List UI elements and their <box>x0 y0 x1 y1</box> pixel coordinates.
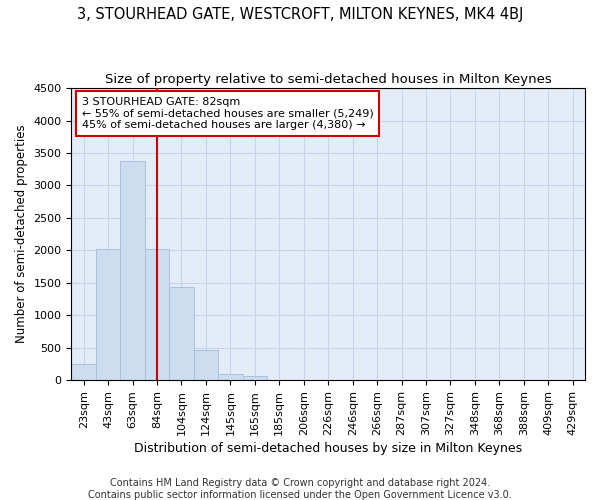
Bar <box>96 249 121 380</box>
Bar <box>169 286 194 380</box>
Bar <box>121 161 145 380</box>
Title: Size of property relative to semi-detached houses in Milton Keynes: Size of property relative to semi-detach… <box>105 72 551 86</box>
Text: Contains HM Land Registry data © Crown copyright and database right 2024.
Contai: Contains HM Land Registry data © Crown c… <box>88 478 512 500</box>
Bar <box>242 376 267 380</box>
Bar <box>218 374 242 380</box>
Text: 3, STOURHEAD GATE, WESTCROFT, MILTON KEYNES, MK4 4BJ: 3, STOURHEAD GATE, WESTCROFT, MILTON KEY… <box>77 8 523 22</box>
Y-axis label: Number of semi-detached properties: Number of semi-detached properties <box>15 125 28 344</box>
X-axis label: Distribution of semi-detached houses by size in Milton Keynes: Distribution of semi-detached houses by … <box>134 442 522 455</box>
Bar <box>71 364 96 380</box>
Text: 3 STOURHEAD GATE: 82sqm
← 55% of semi-detached houses are smaller (5,249)
45% of: 3 STOURHEAD GATE: 82sqm ← 55% of semi-de… <box>82 97 373 130</box>
Bar <box>194 350 218 380</box>
Bar <box>145 249 169 380</box>
